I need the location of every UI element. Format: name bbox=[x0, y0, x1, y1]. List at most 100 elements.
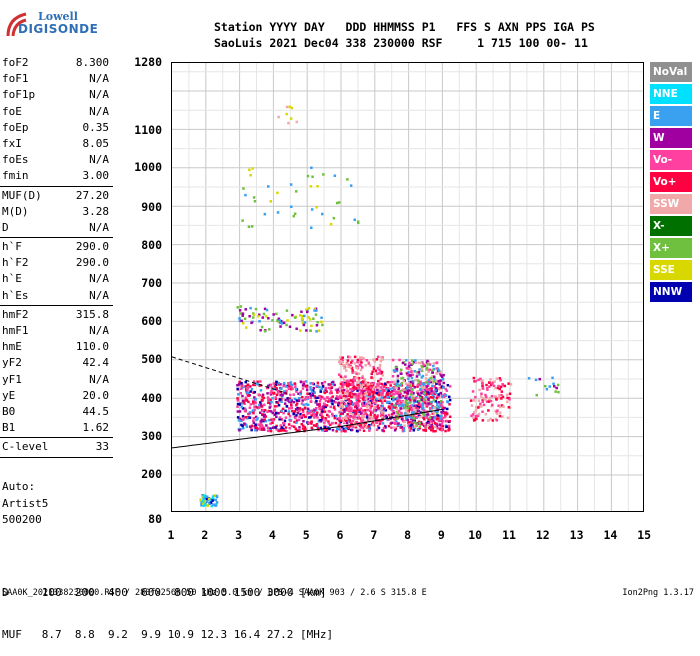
echo-point bbox=[272, 313, 275, 316]
echo-point bbox=[442, 381, 446, 385]
echo-point bbox=[263, 330, 267, 333]
echo-point bbox=[405, 409, 408, 412]
echo-point bbox=[439, 418, 442, 421]
param-value: 8.300 bbox=[75, 56, 109, 69]
echo-point bbox=[412, 414, 416, 417]
echo-point bbox=[409, 421, 412, 424]
echo-point bbox=[321, 385, 325, 388]
echo-point bbox=[269, 391, 272, 395]
echo-point bbox=[339, 412, 343, 416]
echo-point bbox=[310, 324, 313, 328]
echo-point bbox=[254, 398, 257, 401]
echo-point bbox=[427, 388, 431, 392]
echo-point bbox=[310, 420, 313, 423]
echo-point bbox=[479, 395, 483, 398]
echo-point bbox=[326, 396, 329, 399]
echo-point bbox=[418, 403, 422, 406]
echo-point bbox=[395, 368, 399, 371]
echo-point bbox=[406, 403, 409, 407]
echo-point bbox=[252, 399, 255, 402]
echo-point bbox=[409, 367, 413, 371]
echo-point bbox=[362, 396, 365, 399]
echo-point bbox=[341, 360, 344, 364]
echo-point bbox=[248, 416, 252, 419]
echo-point bbox=[413, 407, 416, 410]
echo-point bbox=[323, 426, 326, 429]
echo-point bbox=[307, 307, 311, 310]
echo-point bbox=[351, 403, 355, 407]
echo-point bbox=[274, 412, 278, 415]
echo-point bbox=[345, 362, 349, 366]
echo-point bbox=[314, 313, 318, 316]
echo-point bbox=[402, 406, 406, 410]
echo-point bbox=[215, 501, 219, 504]
echo-point bbox=[250, 424, 254, 428]
echo-point bbox=[329, 405, 332, 409]
echo-point bbox=[474, 395, 477, 399]
echo-point bbox=[252, 380, 256, 383]
echo-point bbox=[354, 417, 357, 421]
echo-point bbox=[448, 403, 451, 406]
param-group-muf: MUF(D) 27.20 M(D) 3.28 D N/A bbox=[0, 188, 113, 237]
echo-point bbox=[293, 420, 296, 424]
echo-point bbox=[273, 413, 276, 416]
echo-point bbox=[295, 414, 298, 417]
echo-point bbox=[487, 400, 491, 403]
echo-point bbox=[432, 390, 436, 393]
echo-point bbox=[378, 363, 382, 367]
echo-point bbox=[206, 500, 209, 503]
echo-point bbox=[369, 386, 372, 389]
echo-point bbox=[344, 427, 347, 430]
echo-point bbox=[400, 377, 403, 380]
echo-point bbox=[279, 325, 282, 328]
param-name: yF1 bbox=[2, 372, 22, 386]
echo-point bbox=[491, 419, 494, 422]
echo-point bbox=[282, 381, 286, 385]
echo-point bbox=[249, 425, 252, 428]
echo-point bbox=[400, 372, 403, 375]
echo-point bbox=[373, 358, 376, 361]
echo-point bbox=[277, 429, 280, 433]
echo-point bbox=[360, 389, 363, 393]
echo-point bbox=[404, 396, 407, 400]
divider bbox=[0, 437, 113, 439]
echo-point bbox=[429, 396, 432, 399]
echo-point bbox=[361, 417, 364, 420]
echo-point bbox=[488, 381, 491, 384]
legend-item: Vo- bbox=[650, 150, 692, 170]
echo-point bbox=[380, 407, 384, 410]
echo-point bbox=[253, 390, 256, 394]
echo-point bbox=[496, 386, 500, 390]
echo-point bbox=[347, 363, 351, 367]
echo-point bbox=[309, 400, 313, 403]
echo-point bbox=[471, 390, 475, 393]
echo-point bbox=[345, 419, 348, 422]
param-value: 3.28 bbox=[82, 204, 110, 218]
echo-point bbox=[252, 316, 255, 319]
echo-point bbox=[293, 397, 297, 401]
echo-point bbox=[370, 403, 373, 407]
echo-point bbox=[236, 416, 240, 419]
echo-point bbox=[244, 388, 248, 391]
echo-point bbox=[387, 405, 391, 409]
echo-point bbox=[335, 430, 338, 433]
echo-point bbox=[242, 401, 246, 404]
param-name: D bbox=[2, 220, 9, 234]
echo-point bbox=[484, 413, 488, 416]
echo-point bbox=[277, 115, 280, 119]
echo-point bbox=[389, 391, 393, 394]
echo-point bbox=[214, 504, 217, 507]
echo-point bbox=[323, 410, 327, 413]
echo-point bbox=[300, 310, 303, 313]
echo-point bbox=[351, 380, 355, 383]
echo-point bbox=[311, 394, 314, 397]
echo-point bbox=[279, 424, 282, 427]
echo-point bbox=[368, 401, 371, 405]
y-tick-label: 900 bbox=[141, 200, 162, 214]
echo-point bbox=[263, 212, 267, 216]
echo-point bbox=[409, 393, 413, 396]
echo-point bbox=[418, 361, 421, 365]
echo-point bbox=[424, 397, 428, 400]
param-name: C-level bbox=[2, 440, 49, 454]
echo-point bbox=[398, 396, 402, 399]
